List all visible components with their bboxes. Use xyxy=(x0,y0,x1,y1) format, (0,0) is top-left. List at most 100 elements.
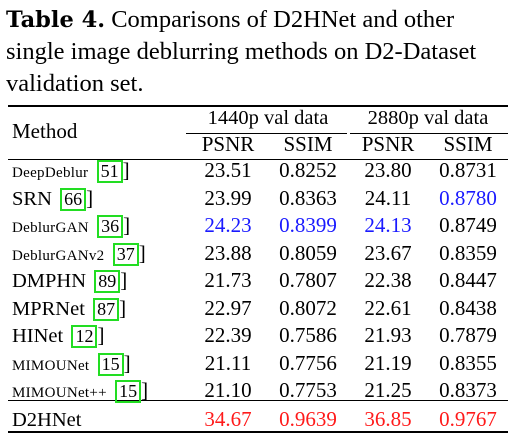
psnr-1440p-cell: 34.67 xyxy=(204,406,252,431)
header-rule xyxy=(8,159,508,160)
psnr-2880p-cell: 23.80 xyxy=(364,158,412,183)
psnr-2880p-cell: 24.11 xyxy=(364,185,412,210)
method-name: DeblurGAN xyxy=(12,220,89,237)
citation-bracket: ] xyxy=(120,268,128,293)
psnr-1440p-cell: 24.23 xyxy=(204,213,252,238)
method-name: SRN xyxy=(12,187,52,210)
citation-link[interactable]: 15 xyxy=(115,380,142,404)
citation-bracket: ] xyxy=(141,378,149,403)
method-cell: MIMOUNet++ 15] xyxy=(8,377,188,405)
table-row: HINet 12] 22.39 0.7586 21.93 0.7879 xyxy=(8,322,508,350)
psnr-1440p-cell: 23.88 xyxy=(204,240,252,265)
table-row: MIMOUNet 15] 21.11 0.7756 21.19 0.8355 xyxy=(8,350,508,378)
ssim-2880p-cell: 0.8780 xyxy=(439,185,497,210)
citation-link[interactable]: 51 xyxy=(96,160,123,184)
header-row-metrics: PSNR SSIM PSNR SSIM xyxy=(8,131,508,157)
metric-header-ssim-2880p: SSIM xyxy=(443,131,493,156)
citation-bracket: ] xyxy=(122,158,130,183)
method-header: Method xyxy=(12,119,78,143)
table-row-ours: D2HNet 34.67 0.9639 36.85 0.9767 xyxy=(8,405,508,434)
group-header-1440p: 1440p val data xyxy=(207,107,329,129)
bottom-rule xyxy=(8,431,508,433)
table-row: DeblurGAN 36] 24.23 0.8399 24.13 0.8749 xyxy=(8,212,508,240)
method-cell: HINet 12] xyxy=(8,322,188,350)
citation-link[interactable]: 37 xyxy=(112,242,139,266)
method-cell: MIMOUNet 15] xyxy=(8,350,188,378)
ssim-1440p-cell: 0.7756 xyxy=(279,350,337,375)
metric-header-psnr-1440p: PSNR xyxy=(201,131,255,156)
ssim-2880p-cell: 0.8373 xyxy=(439,378,497,403)
metric-header-ssim-1440p: SSIM xyxy=(283,131,333,156)
ssim-1440p-cell: 0.7807 xyxy=(279,268,337,293)
table-row: MPRNet 87] 22.97 0.8072 22.61 0.8438 xyxy=(8,295,508,323)
method-name: DMPHN xyxy=(12,270,87,293)
citation-link[interactable]: 66 xyxy=(60,187,87,211)
ssim-1440p-cell: 0.8059 xyxy=(279,240,337,265)
table-row: DeepDeblur 51] 23.51 0.8252 23.80 0.8731 xyxy=(8,157,508,185)
method-name: D2HNet xyxy=(12,408,82,431)
ssim-1440p-cell: 0.8363 xyxy=(279,185,337,210)
psnr-2880p-cell: 24.13 xyxy=(364,213,412,238)
method-cell: DMPHN 89] xyxy=(8,267,188,295)
ssim-2880p-cell: 0.8438 xyxy=(439,295,497,320)
metric-header-psnr-2880p: PSNR xyxy=(361,131,415,156)
table-row: DMPHN 89] 21.73 0.7807 22.38 0.8447 xyxy=(8,267,508,295)
psnr-2880p-cell: 21.25 xyxy=(364,378,412,403)
ssim-2880p-cell: 0.8447 xyxy=(439,268,497,293)
citation-bracket: ] xyxy=(119,295,127,320)
table-row: SRN 66] 23.99 0.8363 24.11 0.8780 xyxy=(8,185,508,213)
citation-bracket: ] xyxy=(86,185,94,210)
method-cell: MPRNet 87] xyxy=(8,295,188,323)
psnr-1440p-cell: 21.10 xyxy=(204,378,252,403)
citation-bracket: ] xyxy=(138,240,146,265)
psnr-2880p-cell: 36.85 xyxy=(364,406,412,431)
psnr-1440p-cell: 21.73 xyxy=(204,268,252,293)
table-row: MIMOUNet++ 15] 21.10 0.7753 21.25 0.8373 xyxy=(8,377,508,405)
method-cell: D2HNet xyxy=(8,405,188,434)
ssim-1440p-cell: 0.8252 xyxy=(279,158,337,183)
ssim-2880p-cell: 0.9767 xyxy=(439,406,497,431)
caption-text: Comparisons of D2HNet and other single i… xyxy=(6,6,477,97)
citation-bracket: ] xyxy=(123,350,131,375)
psnr-1440p-cell: 23.99 xyxy=(204,185,252,210)
method-cell: DeblurGANv2 37] xyxy=(8,240,188,268)
citation-bracket: ] xyxy=(123,213,131,238)
ssim-1440p-cell: 0.7586 xyxy=(279,323,337,348)
ssim-2880p-cell: 0.8355 xyxy=(439,350,497,375)
ssim-2880p-cell: 0.7879 xyxy=(439,323,497,348)
psnr-2880p-cell: 21.19 xyxy=(364,350,412,375)
psnr-2880p-cell: 23.67 xyxy=(364,240,412,265)
final-rule xyxy=(8,400,508,401)
method-name: MPRNet xyxy=(12,297,85,320)
method-name: MIMOUNet xyxy=(12,357,90,374)
method-cell: DeepDeblur 51] xyxy=(8,157,188,185)
ssim-1440p-cell: 0.8072 xyxy=(279,295,337,320)
method-cell: DeblurGAN 36] xyxy=(8,212,188,240)
citation-link[interactable]: 15 xyxy=(97,352,124,376)
results-table: Method 1440p val data 2880p val data PSN… xyxy=(8,106,508,434)
psnr-1440p-cell: 22.97 xyxy=(204,295,252,320)
method-name: MIMOUNet++ xyxy=(12,385,107,402)
psnr-1440p-cell: 21.11 xyxy=(204,350,252,375)
ssim-2880p-cell: 0.8359 xyxy=(439,240,497,265)
citation-bracket: ] xyxy=(97,323,105,348)
psnr-1440p-cell: 23.51 xyxy=(204,158,252,183)
method-name: HINet xyxy=(12,325,64,348)
table-row: DeblurGANv2 37] 23.88 0.8059 23.67 0.835… xyxy=(8,240,508,268)
psnr-2880p-cell: 21.93 xyxy=(364,323,412,348)
method-name: DeblurGANv2 xyxy=(12,247,105,264)
citation-link[interactable]: 89 xyxy=(94,270,121,294)
method-name: DeepDeblur xyxy=(12,165,89,182)
citation-link[interactable]: 87 xyxy=(93,297,120,321)
citation-link[interactable]: 12 xyxy=(71,325,98,349)
psnr-1440p-cell: 22.39 xyxy=(204,323,252,348)
ssim-1440p-cell: 0.8399 xyxy=(279,213,337,238)
caption-label: Table 4. xyxy=(6,7,106,33)
citation-link[interactable]: 36 xyxy=(97,215,124,239)
group-header-2880p: 2880p val data xyxy=(367,107,489,129)
ssim-2880p-cell: 0.8731 xyxy=(439,158,497,183)
header-row-groups: Method 1440p val data 2880p val data xyxy=(8,106,508,143)
psnr-2880p-cell: 22.61 xyxy=(364,295,412,320)
method-cell: SRN 66] xyxy=(8,185,188,213)
